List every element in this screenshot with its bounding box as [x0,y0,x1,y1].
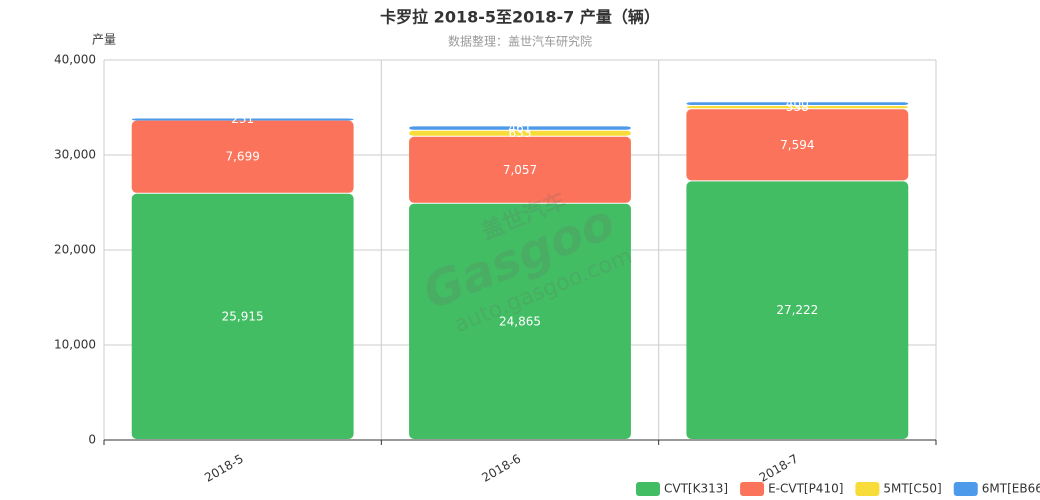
data-label: 400 [786,97,809,111]
bar-segment [131,118,354,121]
bar-segment [409,136,631,203]
bar-segment [686,106,909,109]
legend-label: CVT[K313] [664,482,728,496]
legend-swatch [740,482,765,496]
legend-label: 6MT[EB66] [982,482,1040,496]
data-label: 27,222 [776,303,818,317]
x-tick-label: 2018-7 [757,452,801,485]
legend-label: 5MT[C50] [883,482,941,496]
y-axis-label: 产量 [92,33,116,47]
data-label: 231 [231,112,254,126]
legend-label: E-CVT[P410] [768,482,843,496]
chart-subtitle: 数据整理：盖世汽车研究院 [448,34,592,49]
data-label: 7,594 [780,138,814,152]
chart-title: 卡罗拉 2018-5至2018-7 产量（辆） [380,8,660,27]
data-label: 461 [509,121,532,135]
data-label: 7,057 [503,163,537,177]
bar-segment [686,109,909,181]
x-tick-label: 2018-6 [479,452,523,485]
y-tick-label: 40,000 [54,53,96,67]
legend-item[interactable]: E-CVT[P410] [740,482,843,497]
bar-segment [409,126,631,130]
data-label: 633 [509,126,532,140]
data-label: 25,915 [222,309,264,323]
y-tick-label: 10,000 [54,338,96,352]
legend-swatch [636,482,660,496]
x-tick-label: 2018-5 [202,452,246,485]
legend-item[interactable]: 5MT[C50] [855,482,942,497]
legend-swatch [953,482,978,496]
bar-segment [131,193,354,439]
bar-segment [409,203,631,439]
bar-segment [686,102,909,106]
legend-item[interactable]: CVT[K313] [636,482,728,497]
data-label: 7,699 [225,150,259,164]
y-tick-label: 0 [88,433,96,447]
bar-segment [131,120,354,193]
bar-segment [686,181,909,440]
legend-swatch [855,482,880,496]
legend-item[interactable]: 6MT[EB66] [953,482,1040,497]
y-tick-label: 20,000 [54,243,96,257]
bar-segment [409,130,631,136]
data-label: 24,865 [499,314,541,328]
y-tick-label: 30,000 [54,148,96,162]
